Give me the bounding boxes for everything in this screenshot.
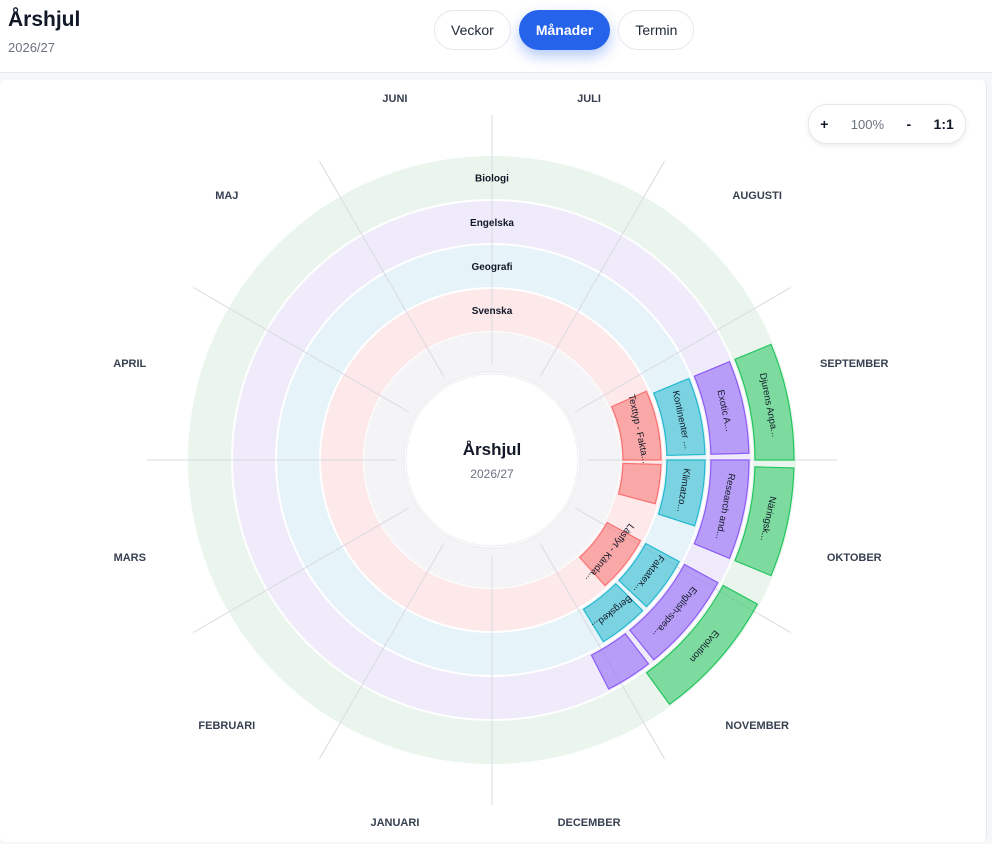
- month-label: APRIL: [113, 358, 146, 370]
- ring-label: Engelska: [470, 218, 514, 229]
- app-header: Årshjul 2026/27 Veckor Månader Termin: [0, 0, 992, 73]
- month-label: DECEMBER: [558, 817, 621, 829]
- inner-track-line: [403, 371, 581, 549]
- page-subtitle: 2026/27: [8, 40, 55, 55]
- view-tabs: Veckor Månader Termin: [434, 10, 695, 50]
- zoom-reset-button[interactable]: 1:1: [933, 116, 954, 132]
- event-block[interactable]: [590, 632, 650, 690]
- zoom-controls: + 100% - 1:1: [808, 104, 966, 144]
- event-block[interactable]: Kontinenter ...: [652, 377, 706, 457]
- event-block[interactable]: Texttyp - Fakta...: [610, 390, 662, 464]
- page-title: Årshjul: [8, 8, 81, 31]
- zoom-in-button[interactable]: +: [820, 116, 829, 132]
- month-label: JANUARI: [370, 817, 419, 829]
- month-spoke: [319, 542, 445, 760]
- month-label: AUGUSTI: [732, 190, 782, 202]
- event-block[interactable]: Djurens Anpa...: [734, 343, 795, 461]
- ring-label: Geografi: [471, 262, 512, 273]
- month-label: MAJ: [215, 190, 238, 202]
- event-block[interactable]: Faktatex...: [618, 542, 681, 608]
- wheel-center: [405, 373, 579, 547]
- zoom-out-button[interactable]: -: [906, 116, 912, 132]
- tab-termin[interactable]: Termin: [618, 10, 695, 50]
- tab-manader[interactable]: Månader: [518, 10, 611, 50]
- month-label: JUNI: [382, 93, 407, 105]
- ring-label: Biologi: [475, 174, 509, 185]
- event-block[interactable]: Näringsk...: [734, 466, 795, 577]
- month-spoke: [539, 160, 665, 378]
- month-label: OKTOBER: [827, 552, 882, 564]
- month-spoke: [192, 507, 410, 633]
- event-block[interactable]: Exotic A...: [693, 360, 750, 455]
- month-label: MARS: [114, 552, 146, 564]
- tab-veckor[interactable]: Veckor: [434, 10, 511, 50]
- ring-label: Svenska: [472, 306, 513, 317]
- month-label: JULI: [577, 93, 601, 105]
- event-block[interactable]: Evolution: [645, 584, 759, 706]
- zoom-level: 100%: [850, 116, 885, 132]
- center-subtitle: 2026/27: [470, 467, 514, 481]
- event-block[interactable]: [617, 462, 662, 505]
- month-spoke: [574, 287, 792, 413]
- center-title: Årshjul: [463, 440, 522, 459]
- month-label: FEBRUARI: [198, 720, 255, 732]
- month-spoke: [192, 287, 410, 413]
- month-label: NOVEMBER: [725, 720, 789, 732]
- month-label: SEPTEMBER: [820, 358, 889, 370]
- month-spoke: [319, 160, 445, 378]
- event-block[interactable]: Klimatzo...: [657, 459, 706, 527]
- event-block[interactable]: Research and...: [693, 459, 750, 560]
